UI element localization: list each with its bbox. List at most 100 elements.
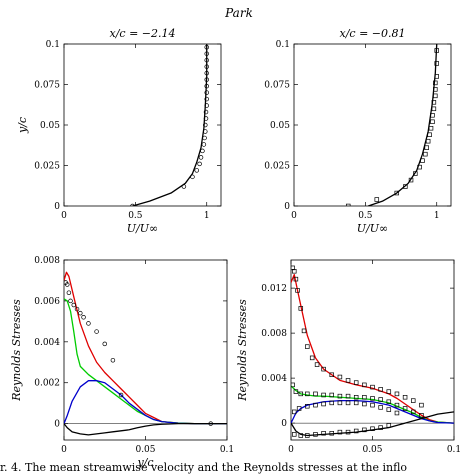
y-tick-label: 0.05	[270, 121, 290, 131]
data-point	[386, 423, 392, 428]
x-tick-label: 0.5	[128, 211, 143, 221]
data-point	[194, 168, 199, 173]
series-line-0	[291, 273, 454, 424]
data-point	[394, 402, 400, 408]
data-point	[394, 410, 400, 416]
plot-frame	[290, 259, 455, 441]
data-point	[427, 132, 432, 137]
data-point	[204, 51, 209, 56]
data-point	[293, 389, 299, 394]
data-point	[353, 380, 359, 385]
data-point	[431, 106, 437, 112]
data-point	[420, 158, 425, 163]
data-point	[430, 113, 435, 118]
data-point	[208, 421, 213, 426]
data-point	[433, 80, 438, 86]
figure-caption: r. 4. The mean streamwise velocity and t…	[0, 461, 408, 474]
data-point	[394, 190, 400, 196]
data-point	[408, 177, 414, 183]
data-point	[309, 355, 315, 361]
data-point	[434, 61, 439, 66]
data-point	[386, 399, 392, 405]
data-point	[203, 109, 209, 115]
chart-br: 0 0.05 0.1 0 0.004 0.008 0.012 Reynolds Stresse…	[236, 259, 461, 455]
data-point	[413, 171, 418, 176]
plot-frame	[293, 43, 452, 207]
data-point	[424, 145, 429, 150]
series-line-0	[64, 271, 227, 425]
data-point	[419, 402, 424, 408]
data-point	[329, 400, 335, 406]
data-point	[378, 425, 383, 430]
data-point	[345, 203, 351, 206]
data-point	[292, 432, 297, 437]
y-tick-label: 0.004	[261, 374, 287, 384]
data-point	[321, 431, 326, 436]
data-point	[78, 310, 83, 316]
y-tick-label: 0.025	[34, 162, 60, 172]
y-tick-label: 0.008	[261, 329, 287, 339]
data-point	[321, 392, 326, 398]
data-point	[110, 357, 116, 363]
data-point	[118, 392, 124, 398]
plot-area	[291, 265, 454, 438]
y-tick-label: 0.002	[34, 379, 60, 389]
y-tick-label: 0.025	[264, 162, 290, 172]
data-point	[431, 100, 437, 105]
x-tick-label: 0.5	[358, 211, 373, 221]
data-point	[130, 203, 135, 206]
data-point	[181, 184, 187, 189]
data-point	[81, 315, 86, 320]
data-point	[313, 432, 318, 437]
y-tick-label: 0.05	[40, 121, 60, 131]
y-tick-label: 0	[54, 202, 60, 212]
series-line-2	[291, 399, 454, 424]
data-point	[337, 429, 343, 435]
y-tick-label: 0.012	[261, 284, 287, 294]
data-point	[291, 382, 295, 388]
data-point	[94, 329, 99, 334]
data-point	[298, 391, 304, 397]
series-line-1	[64, 298, 227, 425]
y-axis-label: y/c	[16, 117, 29, 134]
data-point	[295, 288, 300, 293]
x-tick-label: 0.05	[135, 445, 155, 455]
y-tick-label: 0.008	[34, 256, 60, 266]
series-line-1	[291, 385, 454, 424]
data-point	[321, 401, 326, 407]
x-tick-label: 0.1	[220, 445, 234, 455]
data-point	[313, 391, 318, 397]
plot-frame	[63, 43, 222, 207]
data-point	[202, 135, 207, 141]
data-point	[204, 70, 209, 76]
y-tick-label: 0.006	[34, 297, 60, 307]
data-point	[293, 276, 299, 282]
x-axis-label: U/U∞	[127, 222, 158, 235]
y-tick-label: 0.075	[34, 81, 60, 91]
x-tick-label: 1	[434, 211, 440, 221]
x-tick-label: 1	[204, 211, 210, 221]
series-line-0	[368, 44, 438, 206]
data-point	[204, 103, 209, 108]
data-point	[292, 269, 297, 274]
y-axis-label: Reynolds Stresses	[236, 299, 249, 402]
data-point	[305, 404, 310, 409]
data-point	[296, 406, 302, 411]
series-line-2	[64, 380, 227, 425]
y-tick-label: 0	[281, 419, 287, 429]
chart-bl: 0 0.05 0.1 0 0.002 0.004 0.006 0.008 y/c Reynolds…	[10, 256, 234, 469]
data-point	[329, 392, 335, 398]
data-point	[433, 87, 438, 92]
series-line-3	[291, 411, 454, 437]
x-tick-label: 0	[291, 211, 297, 221]
data-point	[305, 433, 310, 438]
data-point	[430, 119, 435, 125]
data-point	[301, 328, 307, 334]
x-tick-label: 0	[61, 445, 67, 455]
data-point	[362, 395, 367, 400]
data-point	[345, 378, 351, 383]
data-point	[102, 341, 107, 347]
data-point	[428, 125, 434, 131]
series-line-0	[132, 44, 208, 206]
data-point	[200, 148, 205, 154]
